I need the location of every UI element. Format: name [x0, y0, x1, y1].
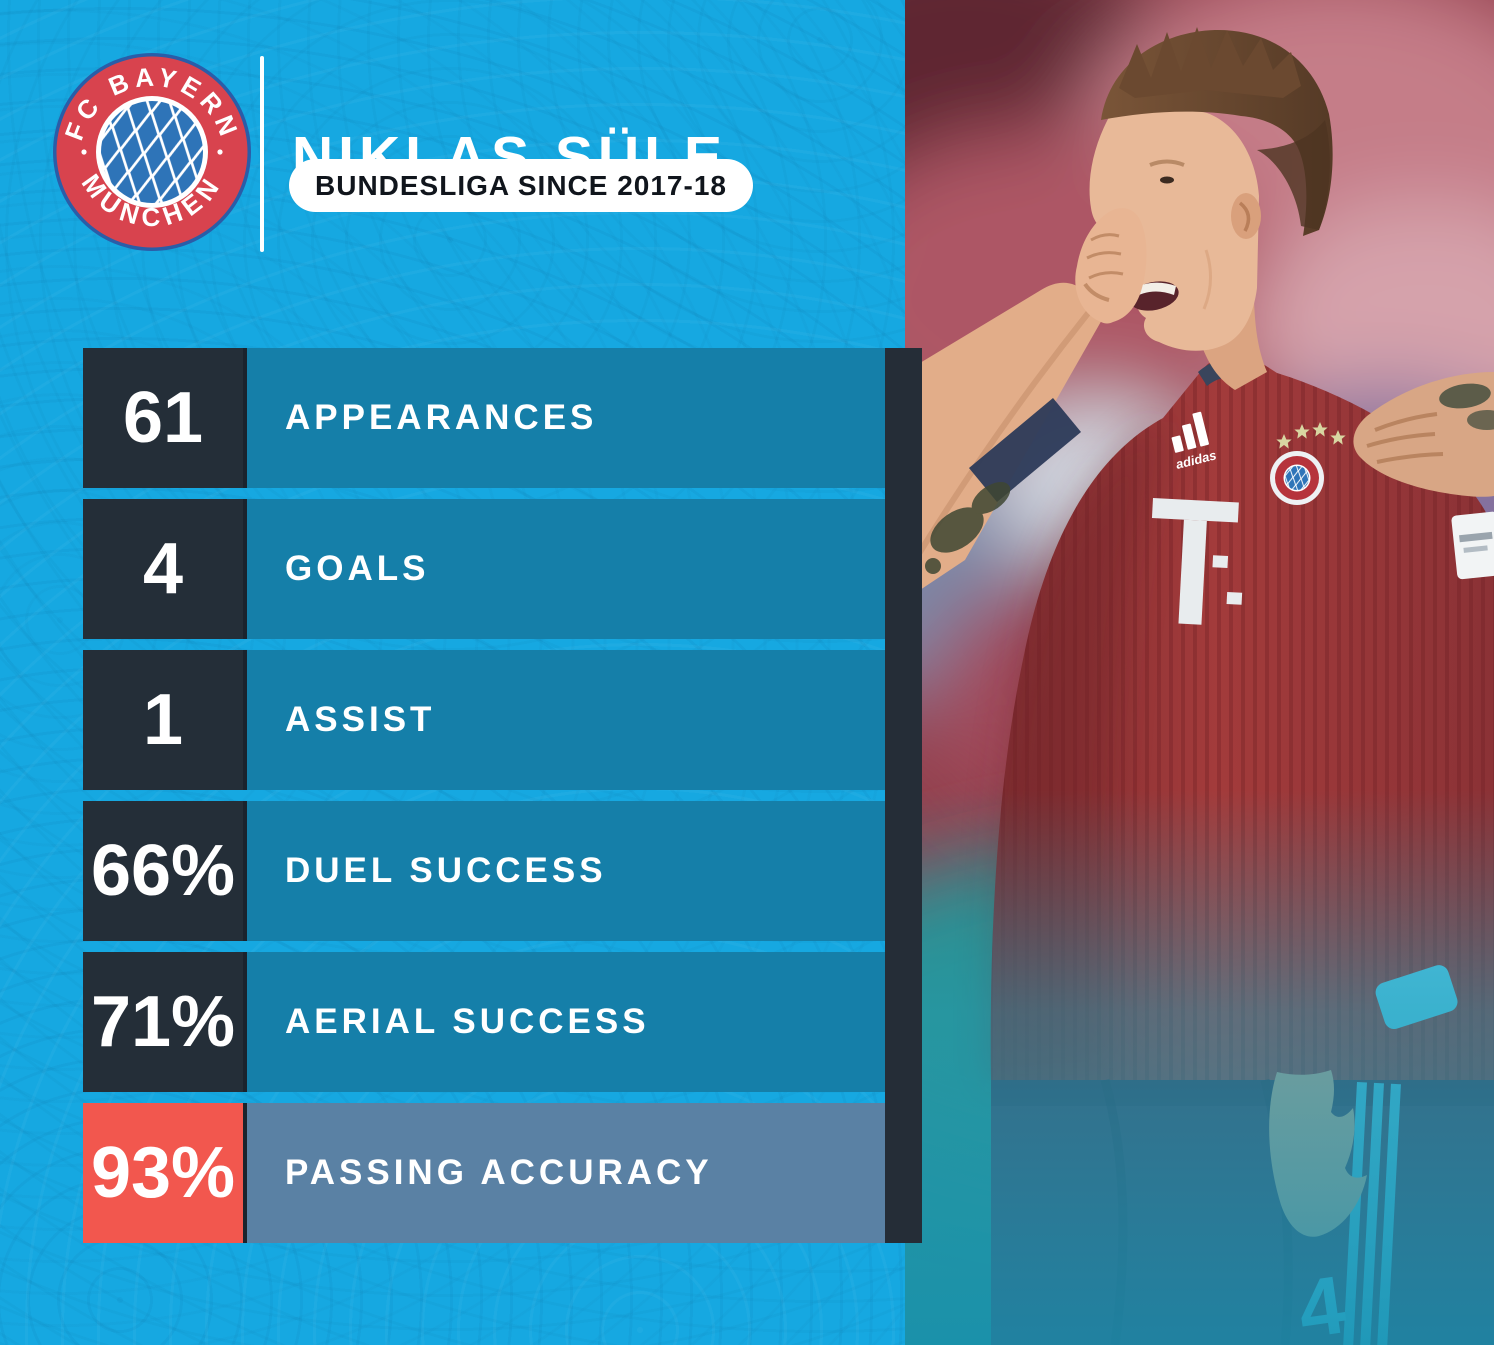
subtitle-badge: BUNDESLIGA SINCE 2017-18 — [289, 159, 753, 212]
captain-armband — [969, 398, 1081, 502]
player-ear — [1231, 193, 1261, 239]
stat-row-assist: 1 ASSIST — [83, 650, 885, 790]
stat-row-aerial-success: 71% AERIAL SUCCESS — [83, 952, 885, 1092]
fc-bayern-logo: FC BAYERN MÜNCHEN — [52, 52, 252, 252]
player-teeth — [1132, 282, 1176, 297]
teammate-hand-tattoo — [1439, 383, 1494, 430]
stat-value-box: 71% — [83, 952, 243, 1092]
stat-value-box: 61 — [83, 348, 243, 488]
stat-value-box: 93% — [83, 1103, 243, 1243]
qatar-sleeve-patch — [1451, 511, 1494, 580]
telekom-logo — [1151, 498, 1243, 625]
stat-label-bar: PASSING ACCURACY — [243, 1103, 885, 1243]
stat-label-bar: GOALS — [243, 499, 885, 639]
header-divider — [260, 56, 264, 252]
subtitle-badge-label: BUNDESLIGA SINCE 2017-18 — [315, 169, 727, 201]
stat-value-box: 1 — [83, 650, 243, 790]
stat-row-goals: 4 GOALS — [83, 499, 885, 639]
player-eye — [1160, 176, 1174, 184]
stat-row-duel-success: 66% DUEL SUCCESS — [83, 801, 885, 941]
club-crest-icon: FC BAYERN MÜNCHEN — [53, 53, 251, 251]
stat-label-bar: DUEL SUCCESS — [243, 801, 885, 941]
stats-list: 61 APPEARANCES 4 GOALS 1 ASSIST 66% DUEL… — [83, 348, 885, 1243]
stats-right-strip — [885, 348, 922, 1243]
stat-row-passing-accuracy: 93% PASSING ACCURACY — [83, 1103, 885, 1243]
player-raised-arm — [905, 208, 1147, 600]
stat-value-box: 4 — [83, 499, 243, 639]
teal-duotone-overlay — [905, 790, 1494, 1345]
player-photo: adidas — [905, 0, 1494, 1345]
player-photo-illustration: adidas — [905, 0, 1494, 1345]
stat-label-bar: AERIAL SUCCESS — [243, 952, 885, 1092]
jersey-crest — [1270, 451, 1324, 505]
forearm-tattoo — [925, 482, 1011, 574]
teammate-hand — [1353, 372, 1494, 497]
player-face — [1089, 104, 1259, 351]
stat-label-bar: APPEARANCES — [243, 348, 885, 488]
stat-label-bar: ASSIST — [243, 650, 885, 790]
stat-value-box: 66% — [83, 801, 243, 941]
stat-row-appearances: 61 APPEARANCES — [83, 348, 885, 488]
